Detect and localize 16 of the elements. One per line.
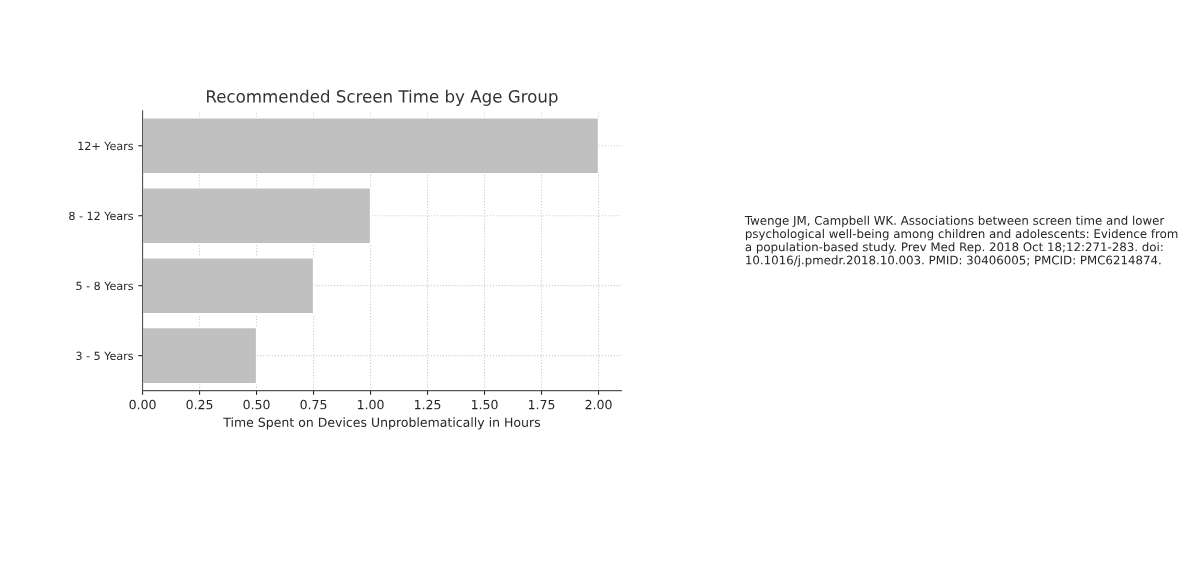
x-tick-label: 0.25 — [186, 399, 213, 410]
x-tick-label: 2.00 — [585, 399, 612, 410]
x-tick-label: 1.50 — [471, 399, 498, 410]
y-tick-label: 3 - 5 Years — [76, 351, 133, 361]
y-tick-label: 12+ Years — [78, 141, 133, 151]
y-tick-label: 5 - 8 Years — [76, 281, 133, 291]
chart-title: Recommended Screen Time by Age Group — [207, 89, 558, 106]
x-tick-label: 1.00 — [358, 399, 384, 410]
x-tick-label: 0.50 — [243, 399, 270, 410]
x-axis-title: Time Spent on Devices Unproblematically in Hours — [223, 417, 541, 430]
x-tick-label: 1.75 — [528, 400, 555, 410]
x-tick-label: 0.75 — [300, 399, 327, 410]
x-tick-label: 0.00 — [129, 399, 156, 410]
x-tick-label: 1.25 — [415, 399, 441, 410]
text: Twenge JM, Campbell WK. Associations between screen time and lower psychological well-being among children and adolescents: Evidence from a population-based study. Prev Med Rep. 2018 Oct 18;12:271-283. doi: 10.1016/j.pmedr.2018.10.003. PMID: 30406005; PMCID: PMC6214874. — [744, 215, 1178, 267]
y-tick-label: 8 - 12 Years — [69, 211, 133, 221]
